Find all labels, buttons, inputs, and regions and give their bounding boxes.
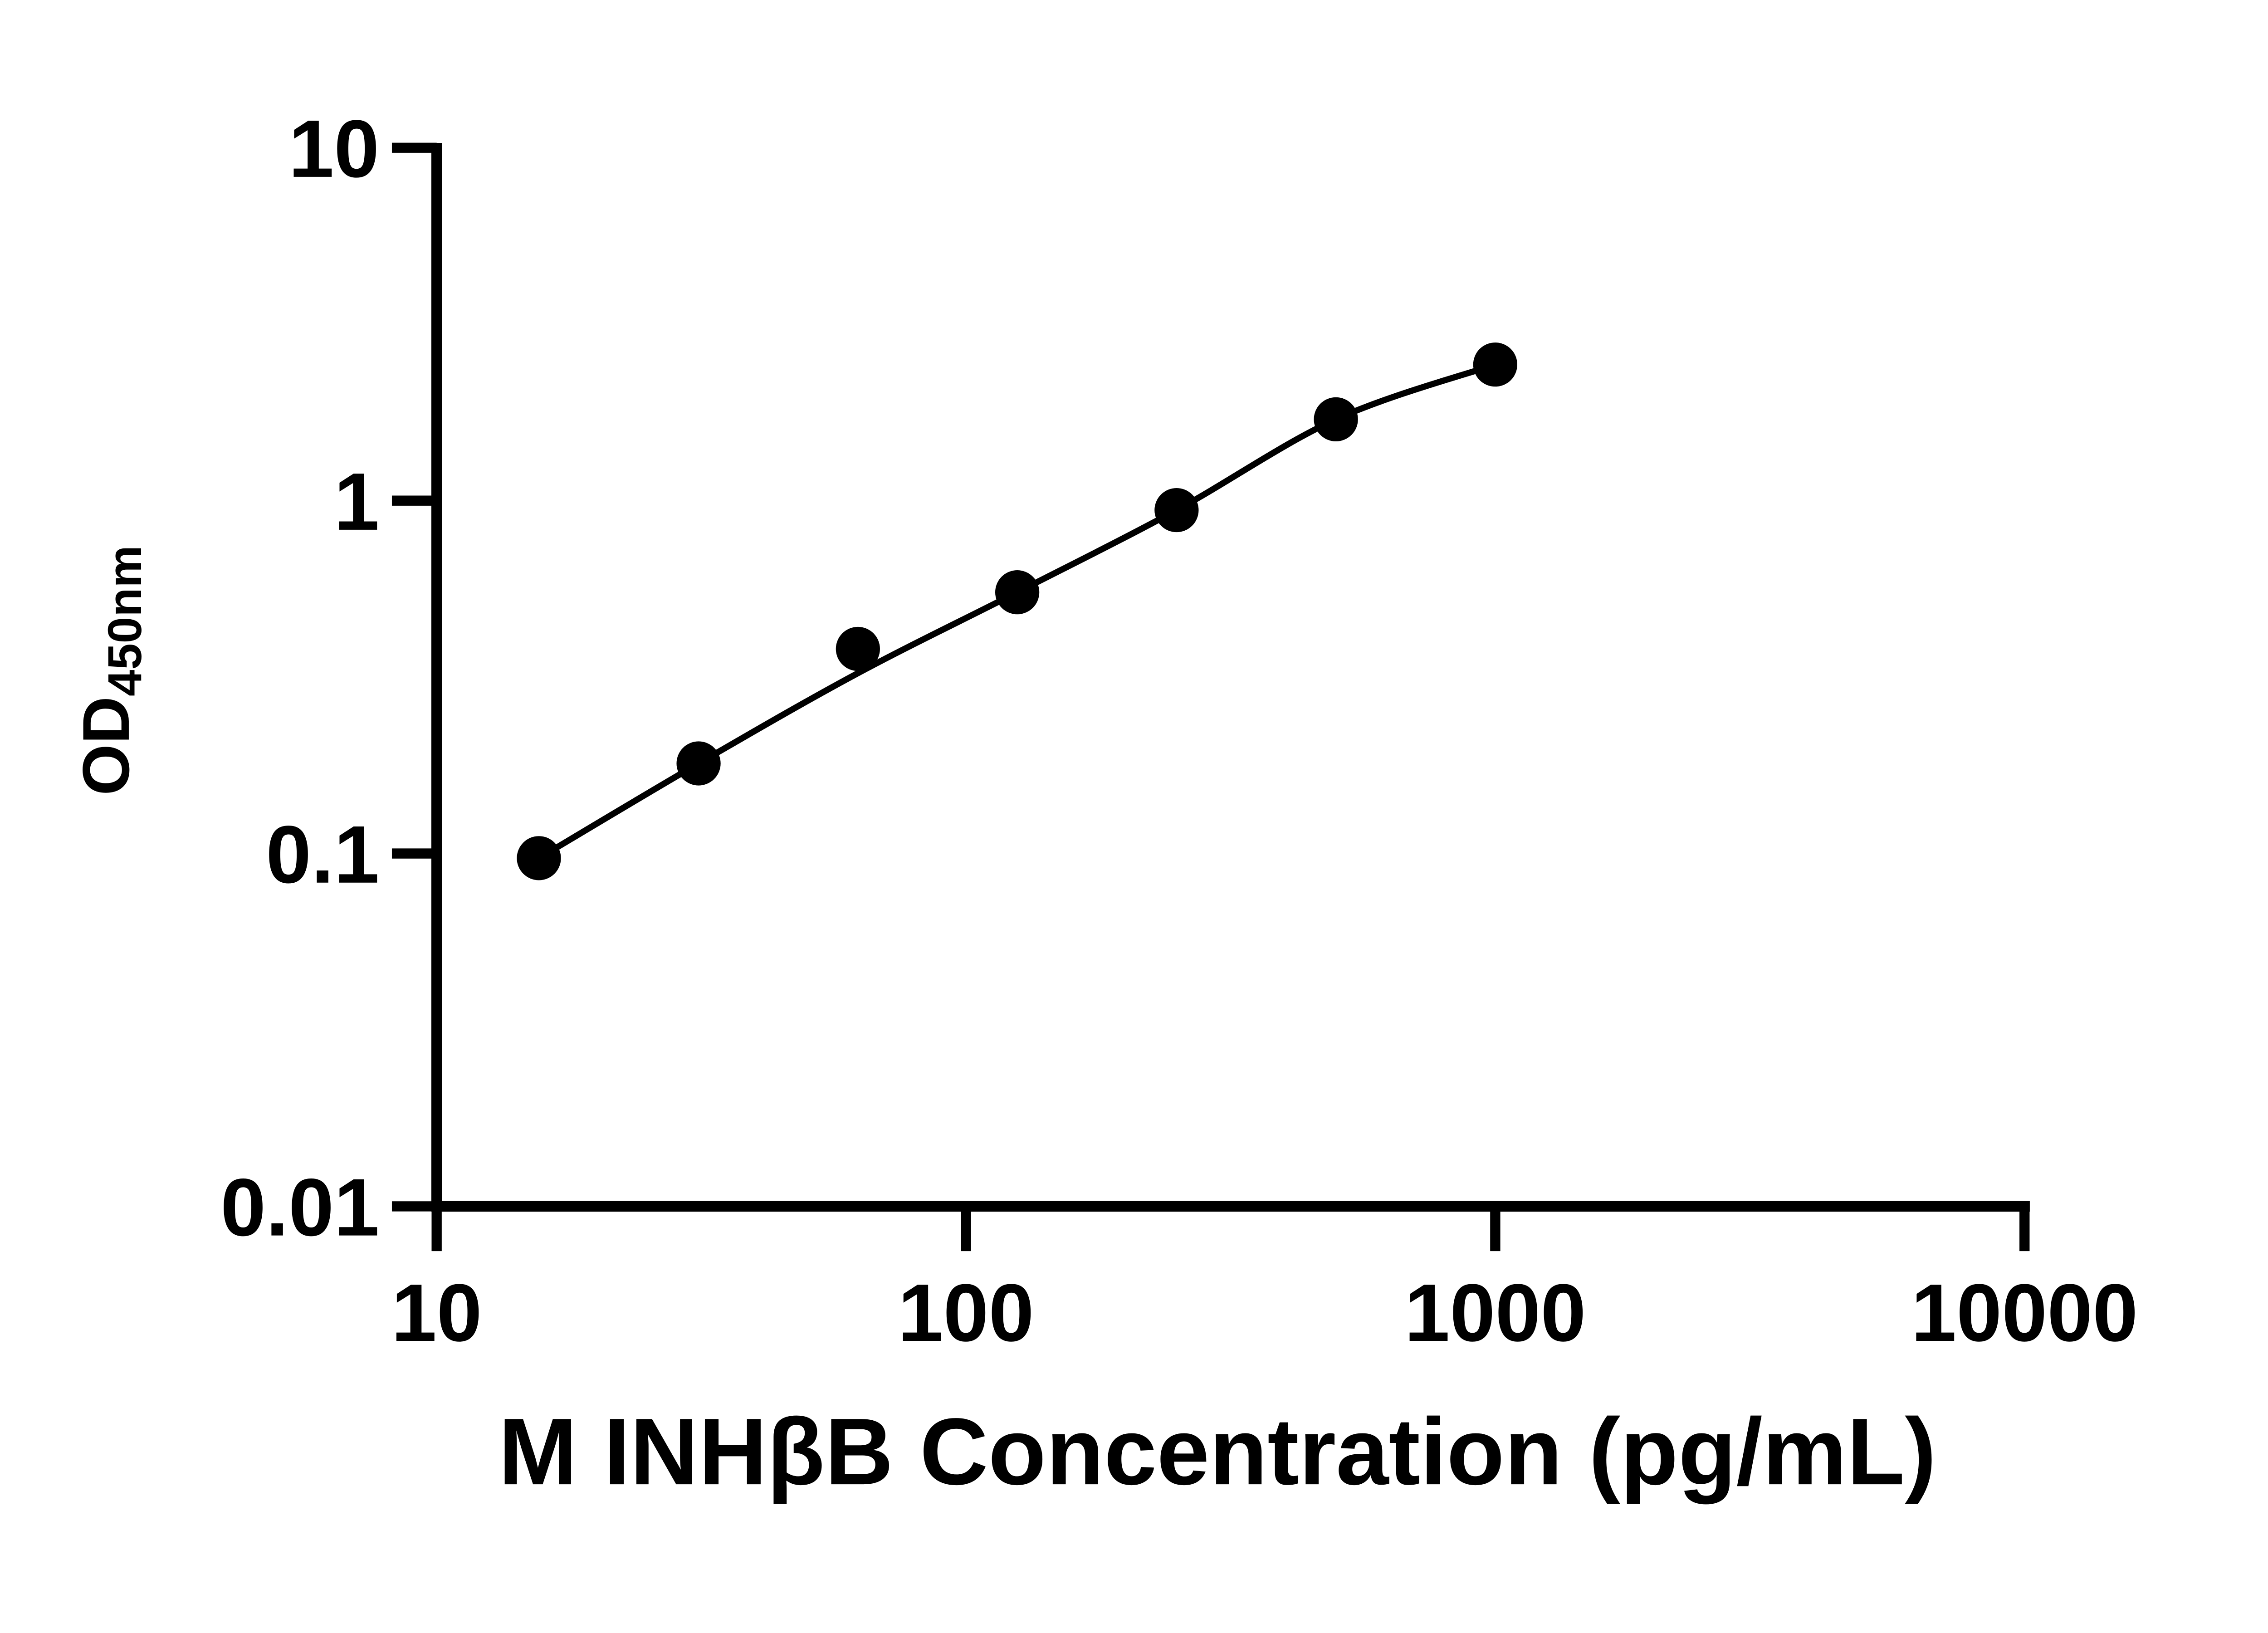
- page: 0.01 0.1 1 10 10 100 1000 10000 M INHβB Concent…: [68, 103, 2138, 1505]
- x-tick-label: 10: [391, 1267, 482, 1359]
- y-tick-label: 0.01: [220, 1162, 379, 1253]
- y-axis-title-subscript: 450nm: [98, 545, 152, 696]
- x-axis-title: M INHβB Concentration (pg/mL): [499, 1399, 1936, 1505]
- tick-labels-layer: 0.01 0.1 1 10 10 100 1000 10000: [220, 103, 2138, 1359]
- elisa-standard-curve-figure: 0.01 0.1 1 10 10 100 1000 10000 M INHβB Concent…: [68, 103, 2138, 1505]
- points-layer: [517, 342, 1518, 880]
- y-axis-title: OD450nm: [69, 545, 152, 795]
- axes-layer: [391, 142, 2030, 1252]
- data-point: [836, 626, 880, 671]
- data-point: [517, 836, 561, 880]
- y-tick-label: 1: [334, 456, 379, 548]
- x-tick-label: 100: [898, 1267, 1034, 1359]
- x-tick-label: 1000: [1404, 1267, 1586, 1359]
- x-tick-label: 10000: [1911, 1267, 2138, 1359]
- data-point: [995, 570, 1040, 615]
- y-tick-label: 10: [288, 103, 379, 195]
- data-point: [676, 741, 721, 786]
- y-tick-label: 0.1: [266, 809, 379, 900]
- data-point: [1154, 488, 1199, 533]
- standard-curve-chart: 0.01 0.1 1 10 10 100 1000 10000 M INHβB Concent…: [68, 103, 2138, 1505]
- data-point: [1314, 397, 1358, 442]
- data-point: [1473, 342, 1518, 387]
- y-axis-title-base: OD: [69, 696, 143, 796]
